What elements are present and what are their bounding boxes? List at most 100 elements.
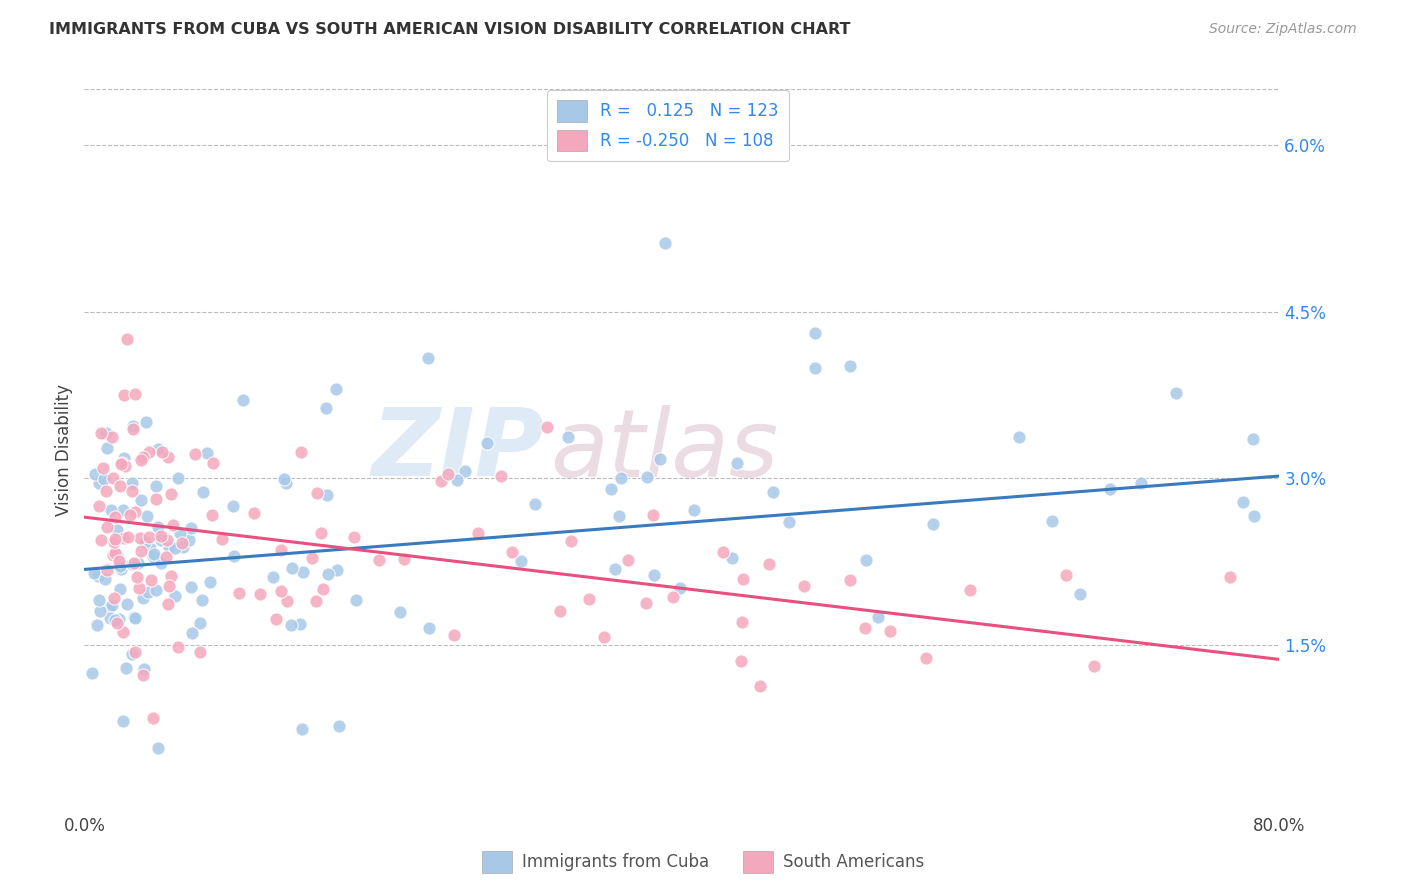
Point [94,425,117,440]
Point [730,654,752,668]
Point [124,505,146,519]
Point [316,567,339,582]
Point [90,533,112,548]
Point [603,562,626,576]
Point [264,612,287,626]
Point [183,446,205,460]
Point [93,472,115,486]
Point [560,534,582,549]
Point [749,679,772,693]
Point [270,543,292,558]
Point [115,661,138,675]
Point [121,558,143,572]
Point [510,554,533,568]
Point [762,485,785,500]
Point [98,610,121,624]
Point [1008,430,1031,444]
Point [804,361,827,376]
Point [731,615,754,629]
Point [121,419,143,434]
Point [112,450,135,465]
Point [959,583,981,598]
Point [416,351,439,365]
Point [721,551,744,566]
Point [222,549,245,564]
Point [132,450,155,464]
Point [167,471,190,485]
Point [311,525,333,540]
Point [280,560,302,574]
Point [127,570,149,584]
Point [270,583,292,598]
Point [838,359,860,374]
Point [804,326,827,340]
Point [177,533,200,547]
Point [593,630,616,644]
Point [198,574,221,589]
Point [146,740,169,755]
Point [443,628,465,642]
Point [643,508,665,522]
Point [643,568,665,582]
Point [392,552,415,566]
Point [124,387,146,401]
Point [169,525,191,540]
Point [1219,570,1241,584]
Point [181,625,204,640]
Point [105,616,128,631]
Point [634,596,657,610]
Point [112,531,135,545]
Point [157,541,180,555]
Point [103,591,125,606]
Point [156,533,179,547]
Point [648,451,671,466]
Point [112,714,135,728]
Point [446,473,468,487]
Point [430,474,453,488]
Point [922,516,945,531]
Point [557,430,579,444]
Point [211,532,233,546]
Point [103,546,125,560]
Point [195,446,218,460]
Point [104,613,127,627]
Point [725,457,748,471]
Point [325,562,347,576]
Point [131,452,153,467]
Point [101,470,124,484]
Point [305,485,328,500]
Point [149,533,172,548]
Point [315,401,337,415]
Point [110,457,132,471]
Point [162,517,184,532]
Point [129,544,152,558]
Point [128,581,150,595]
Point [578,591,600,606]
Point [139,541,162,555]
Point [222,500,245,514]
Point [311,582,333,596]
Point [280,618,302,632]
Point [89,593,111,607]
Point [149,529,172,543]
Point [157,597,180,611]
Point [127,557,149,571]
Text: Source: ZipAtlas.com: Source: ZipAtlas.com [1209,22,1357,37]
Point [1129,476,1152,491]
Point [108,582,131,596]
Point [159,569,181,583]
Text: ZIP: ZIP [371,404,544,497]
Point [145,479,167,493]
Point [104,532,127,546]
Point [117,530,139,544]
Point [134,534,156,549]
Legend: R =   0.125   N = 123, R = -0.250   N = 108: R = 0.125 N = 123, R = -0.250 N = 108 [547,90,789,161]
Y-axis label: Vision Disability: Vision Disability [55,384,73,516]
Point [129,531,152,545]
Point [112,388,135,402]
Point [136,509,159,524]
Point [114,458,136,473]
Point [193,485,215,500]
Point [617,553,640,567]
Point [132,662,155,676]
